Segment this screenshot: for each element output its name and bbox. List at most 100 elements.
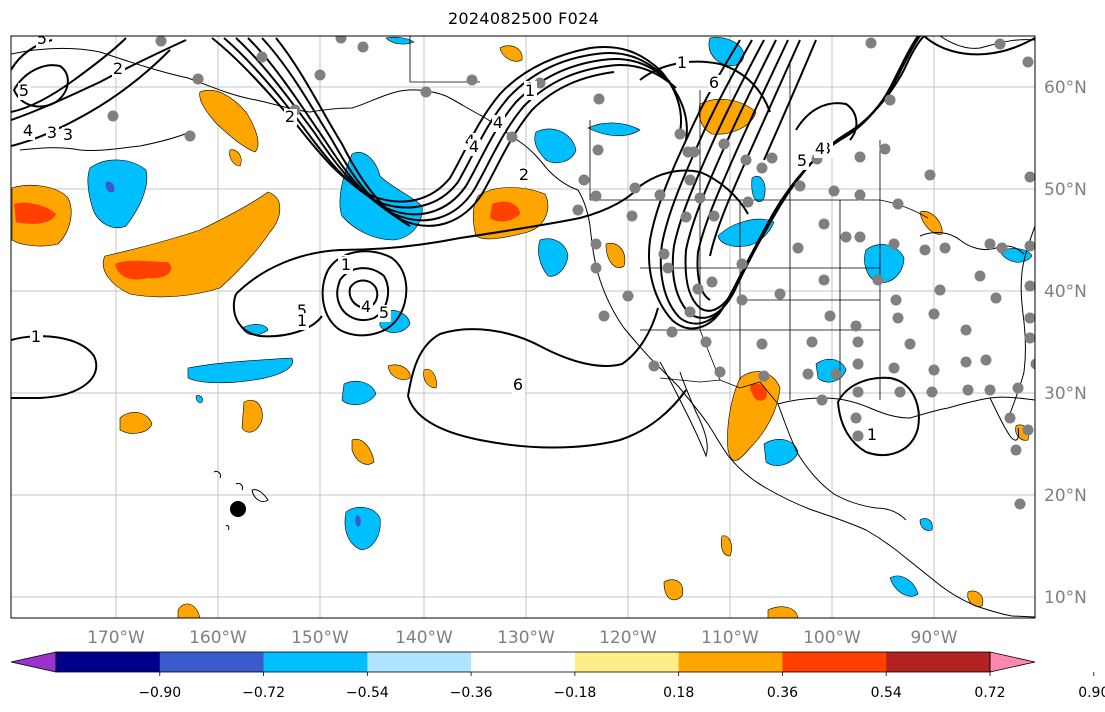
station-dot xyxy=(578,174,590,186)
station-dot xyxy=(662,262,674,274)
station-dot xyxy=(1024,332,1035,344)
station-dot xyxy=(974,270,986,282)
contour-line xyxy=(407,389,687,449)
orange-blob xyxy=(199,90,259,153)
station-dot xyxy=(854,151,866,163)
station-dot xyxy=(1024,171,1035,183)
orange-blob xyxy=(177,603,201,618)
state-lines xyxy=(640,200,881,400)
station-dot xyxy=(806,336,818,348)
blue-core xyxy=(105,181,115,193)
station-dot xyxy=(688,146,700,158)
station-dot xyxy=(107,110,119,122)
colorbar-tick-labels: −0.90 −0.72 −0.54 −0.36 −0.18 0.18 0.36 0.54 0.7… xyxy=(138,672,1105,701)
contour-label: 2 xyxy=(285,107,295,126)
station-dot xyxy=(684,174,696,186)
station-dot xyxy=(740,154,752,166)
contour-label: 1 xyxy=(525,81,535,100)
blue-blob xyxy=(339,152,423,241)
contour-line xyxy=(671,36,925,319)
blue-blob xyxy=(341,381,377,406)
orange-blob xyxy=(387,364,411,380)
contour-line xyxy=(348,279,379,310)
coastlines xyxy=(11,36,1035,618)
contour-label-bg xyxy=(796,153,809,170)
station-dot xyxy=(996,242,1008,254)
contour-line xyxy=(261,37,615,227)
blue-core xyxy=(355,515,361,527)
contour-label-bg xyxy=(284,109,297,126)
us-mexico-border xyxy=(659,377,779,405)
station-dot xyxy=(884,94,896,106)
map-background xyxy=(11,36,1035,618)
contour-line xyxy=(235,37,671,216)
latitude-label: 20°N xyxy=(1044,486,1087,506)
station-dot xyxy=(357,41,369,53)
blue-blob xyxy=(87,159,148,228)
station-dot xyxy=(852,336,864,348)
contour-label-bg xyxy=(112,61,125,78)
contour-line xyxy=(696,39,789,301)
contour-line xyxy=(923,36,1035,56)
station-dot xyxy=(824,310,836,322)
latitude-label: 40°N xyxy=(1044,282,1087,302)
mexico-east-coast xyxy=(777,403,907,521)
station-dot xyxy=(692,283,704,295)
aleutian-chain xyxy=(19,131,191,151)
contour-label-bg xyxy=(512,377,525,394)
contour-line xyxy=(684,39,777,312)
contour-label: 4 xyxy=(493,113,503,132)
contour-labels: 52534361421425164521111425341 xyxy=(18,29,879,444)
contour-label-bg xyxy=(866,427,879,444)
colorbar-under-triangle xyxy=(10,651,57,673)
station-dot xyxy=(892,312,904,324)
station-dot xyxy=(708,210,720,222)
colorbar-segment xyxy=(56,652,161,672)
station-dot xyxy=(680,211,692,223)
contour-label: 5 xyxy=(37,29,47,48)
station-dot xyxy=(830,368,842,380)
canada-provinces xyxy=(589,60,881,200)
station-dot xyxy=(590,190,602,202)
latitude-label: 50°N xyxy=(1044,180,1087,200)
contour-label: 4 xyxy=(361,297,371,316)
hudson-bay xyxy=(939,36,1035,49)
contour-line xyxy=(639,60,771,113)
station-dot xyxy=(928,308,940,320)
longitude-label: 140°W xyxy=(395,628,453,648)
blue-blob xyxy=(385,36,415,45)
contour-label-bg xyxy=(18,83,31,100)
great-lakes xyxy=(919,232,1025,255)
station-dot xyxy=(335,36,347,44)
colorbar-tick-label: −0.36 xyxy=(450,685,493,701)
contour-line xyxy=(11,39,187,121)
station-dot xyxy=(794,180,806,192)
station-dot xyxy=(700,336,712,348)
orange-blob xyxy=(229,149,242,167)
station-dot xyxy=(658,248,670,260)
station-dot xyxy=(892,198,904,210)
map-title: 2024082500 F024 xyxy=(447,9,600,28)
station-dot xyxy=(256,51,268,63)
contour-label: 1 xyxy=(341,255,351,274)
station-dot xyxy=(962,384,974,396)
blue-blob xyxy=(919,518,933,531)
contour-label-bg xyxy=(296,313,309,330)
station-dot xyxy=(629,182,641,194)
latitude-label: 30°N xyxy=(1044,384,1087,404)
contour-label-bg xyxy=(36,36,49,48)
contour-label-bg xyxy=(30,329,43,346)
station-dot xyxy=(854,231,866,243)
station-dot xyxy=(626,210,638,222)
longitude-label: 90°W xyxy=(911,628,958,648)
station-dot xyxy=(622,290,634,302)
station-dot xyxy=(850,412,862,424)
orange-blob xyxy=(967,590,984,607)
station-dot xyxy=(736,294,748,306)
station-dot xyxy=(984,384,996,396)
colorbar-tick-label: −0.18 xyxy=(553,685,596,701)
contour-label: 2 xyxy=(113,59,123,78)
station-dot xyxy=(818,274,830,286)
red-orange-core xyxy=(14,202,56,224)
station-dot xyxy=(990,292,1002,304)
